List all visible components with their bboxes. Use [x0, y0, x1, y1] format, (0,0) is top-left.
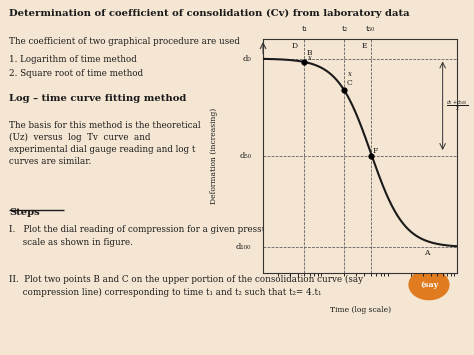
Text: B: B	[307, 49, 312, 56]
Point	[301, 59, 308, 65]
Text: 1. Logarithm of time method: 1. Logarithm of time method	[9, 55, 137, 64]
Text: The coefficient of two graphical procedure are used: The coefficient of two graphical procedu…	[9, 37, 240, 46]
Text: C: C	[346, 79, 352, 87]
Text: (say: (say	[420, 281, 438, 289]
Text: Log – time curve fitting method: Log – time curve fitting method	[9, 94, 187, 103]
Text: x: x	[308, 54, 311, 62]
Text: 2. Square root of time method: 2. Square root of time method	[9, 69, 144, 78]
Text: t₅₀: t₅₀	[366, 25, 375, 33]
Text: E: E	[361, 42, 367, 50]
Text: d₅₀: d₅₀	[239, 152, 251, 160]
Text: I.   Plot the dial reading of compression for a given pressure increment versus : I. Plot the dial reading of compression …	[9, 225, 408, 247]
Circle shape	[409, 270, 449, 300]
Text: t₂: t₂	[341, 25, 347, 33]
Text: $\frac{d_0+d_{100}}{2}$: $\frac{d_0+d_{100}}{2}$	[446, 98, 468, 113]
Text: x: x	[347, 70, 352, 78]
Text: Deformation (increasing): Deformation (increasing)	[210, 108, 219, 204]
Text: d₁₀₀: d₁₀₀	[236, 243, 251, 251]
Text: A: A	[424, 250, 430, 257]
Text: D: D	[292, 42, 298, 50]
Text: II.  Plot two points B and C on the upper portion of the consolidation curve (sa: II. Plot two points B and C on the upper…	[9, 275, 364, 296]
Point	[341, 88, 348, 93]
Text: d₀: d₀	[243, 55, 251, 62]
Text: The basis for this method is the theoretical
(Uz)  versus  log  Tv  curve  and
e: The basis for this method is the theoret…	[9, 121, 201, 166]
Text: F: F	[373, 147, 378, 155]
Text: t₁: t₁	[301, 25, 307, 33]
Point	[367, 153, 374, 159]
Text: Time (log scale): Time (log scale)	[330, 306, 391, 314]
Text: Determination of coefficient of consolidation (Cv) from laboratory data: Determination of coefficient of consolid…	[9, 9, 410, 18]
Text: Steps: Steps	[9, 208, 40, 217]
